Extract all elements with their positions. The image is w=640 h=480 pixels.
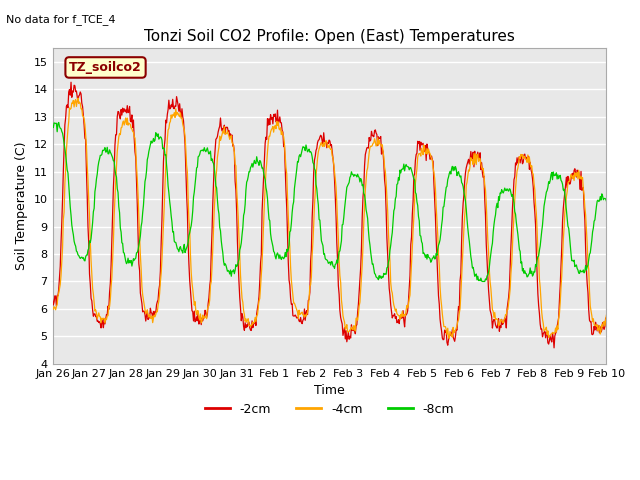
Legend: -2cm, -4cm, -8cm: -2cm, -4cm, -8cm [200, 397, 460, 420]
Title: Tonzi Soil CO2 Profile: Open (East) Temperatures: Tonzi Soil CO2 Profile: Open (East) Temp… [144, 29, 515, 44]
Text: No data for f_TCE_4: No data for f_TCE_4 [6, 14, 116, 25]
Text: TZ_soilco2: TZ_soilco2 [69, 61, 142, 74]
X-axis label: Time: Time [314, 384, 345, 397]
Y-axis label: Soil Temperature (C): Soil Temperature (C) [15, 142, 28, 270]
